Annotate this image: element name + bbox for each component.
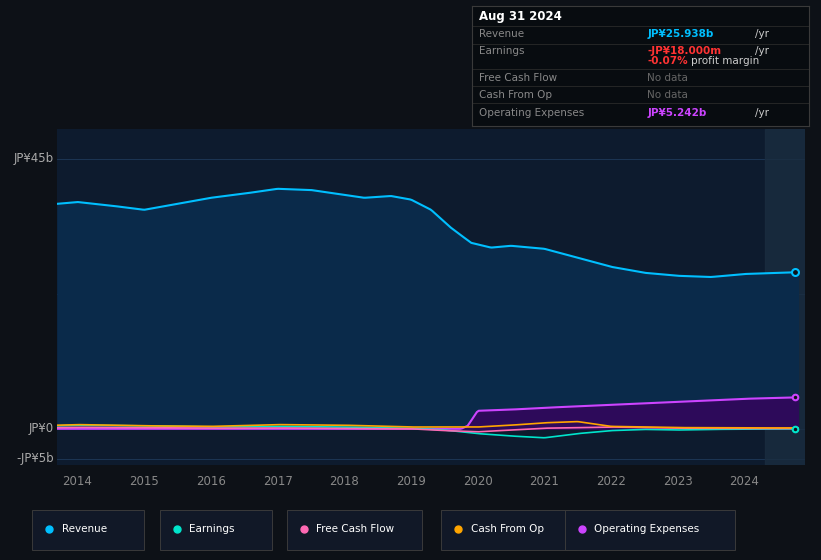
Text: Aug 31 2024: Aug 31 2024 (479, 10, 562, 23)
Text: Earnings: Earnings (189, 524, 235, 534)
FancyBboxPatch shape (565, 510, 735, 550)
Text: Revenue: Revenue (479, 30, 524, 40)
FancyBboxPatch shape (287, 510, 422, 550)
Text: -0.07%: -0.07% (647, 56, 688, 66)
FancyBboxPatch shape (32, 510, 144, 550)
Text: /yr: /yr (754, 46, 768, 57)
Text: Revenue: Revenue (62, 524, 107, 534)
Text: JP¥25.938b: JP¥25.938b (647, 30, 713, 40)
Text: Free Cash Flow: Free Cash Flow (316, 524, 394, 534)
Text: No data: No data (647, 90, 688, 100)
Text: JP¥5.242b: JP¥5.242b (647, 108, 707, 118)
Text: /yr: /yr (754, 30, 768, 40)
Text: JP¥45b: JP¥45b (14, 152, 53, 165)
Text: -JP¥18.000m: -JP¥18.000m (647, 46, 721, 57)
Text: Cash From Op: Cash From Op (470, 524, 544, 534)
Text: Free Cash Flow: Free Cash Flow (479, 73, 557, 83)
Text: Cash From Op: Cash From Op (479, 90, 552, 100)
Text: profit margin: profit margin (691, 56, 759, 66)
Text: JP¥0: JP¥0 (29, 422, 53, 435)
Text: -JP¥5b: -JP¥5b (16, 452, 53, 465)
Text: Operating Expenses: Operating Expenses (594, 524, 699, 534)
Text: No data: No data (647, 73, 688, 83)
Text: Operating Expenses: Operating Expenses (479, 108, 584, 118)
Text: Earnings: Earnings (479, 46, 525, 57)
FancyBboxPatch shape (159, 510, 272, 550)
FancyBboxPatch shape (442, 510, 576, 550)
Bar (764, 129, 805, 465)
Text: /yr: /yr (754, 108, 768, 118)
